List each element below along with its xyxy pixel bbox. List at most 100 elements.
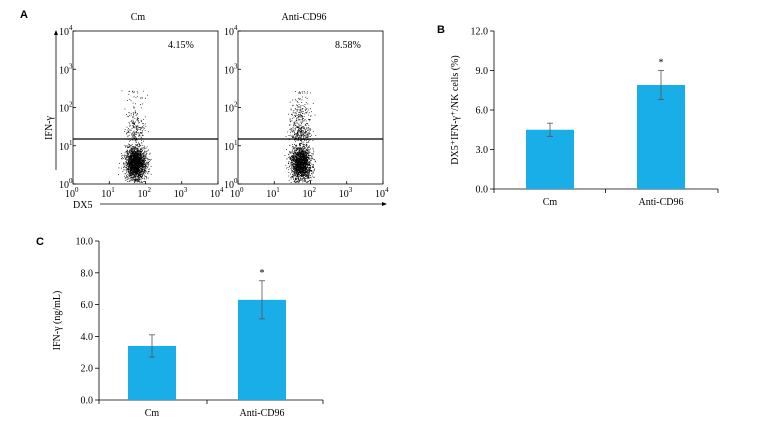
flow-event	[291, 157, 293, 158]
flow-event	[135, 178, 137, 180]
flow-event	[298, 162, 300, 164]
flow-event	[128, 178, 130, 180]
flow-event	[293, 116, 295, 118]
flow-event	[296, 165, 298, 167]
flow-event	[298, 158, 300, 160]
flow-event	[299, 154, 301, 156]
flow-event	[295, 171, 296, 173]
flow-event	[295, 125, 297, 127]
flow-event	[133, 132, 135, 134]
flow-event	[305, 157, 307, 159]
flow-event	[307, 134, 308, 136]
flow-event	[312, 131, 314, 133]
flow-event	[125, 162, 127, 164]
flow-event	[308, 139, 310, 141]
flow-event	[141, 174, 142, 175]
flow-event	[301, 155, 302, 157]
flow-event	[143, 164, 144, 166]
flow-event	[137, 165, 139, 166]
flow-event	[298, 106, 300, 108]
flow-event	[296, 135, 298, 137]
flow-event	[302, 108, 304, 109]
flow-event	[289, 138, 291, 140]
flow-event	[129, 152, 130, 154]
flow-event	[133, 179, 135, 180]
flow-event	[305, 156, 307, 158]
flow-event	[302, 181, 304, 183]
flow-event	[141, 172, 143, 174]
flow-event	[133, 146, 134, 147]
flow-event	[302, 105, 304, 106]
flow-event	[134, 165, 135, 167]
flow-event	[297, 169, 299, 170]
flow-event	[300, 171, 302, 172]
flow-event	[135, 150, 137, 152]
flow-event	[295, 91, 296, 92]
flow-event	[304, 137, 306, 139]
flow-event	[142, 168, 144, 170]
flow-event	[308, 167, 310, 169]
flow-event	[143, 161, 145, 163]
flow-event	[128, 165, 130, 166]
flow-event	[311, 134, 312, 136]
flow-ylabel: IFN-γ	[44, 115, 55, 139]
flow-event	[143, 167, 145, 169]
flow-event	[300, 158, 302, 159]
flow-event	[140, 174, 142, 176]
flow-event	[136, 169, 137, 171]
flow-event	[141, 176, 143, 177]
flow-event	[137, 118, 139, 119]
flow-event	[305, 129, 307, 130]
flow-event	[140, 177, 142, 178]
flow-event	[299, 119, 300, 120]
flow-event	[125, 145, 127, 147]
flow-event	[129, 99, 131, 100]
bar-c-significance-1: *	[260, 268, 265, 279]
flow-event	[142, 171, 143, 173]
flow-event	[311, 175, 313, 177]
flow-event	[143, 178, 145, 180]
flow-event	[142, 173, 143, 175]
flow-event	[141, 167, 143, 168]
flow-event	[137, 143, 139, 145]
bar-b-category-label-0: Cm	[543, 197, 558, 208]
flow-event	[135, 126, 137, 128]
flow-event	[133, 167, 135, 168]
flow-event	[134, 169, 135, 171]
flow-event	[310, 108, 311, 110]
flow-event	[298, 164, 299, 166]
flow-event	[295, 144, 297, 146]
flow-event	[307, 167, 309, 168]
flow-event	[301, 143, 302, 144]
flow-event	[308, 161, 310, 163]
flow-event	[299, 153, 300, 155]
flow-event	[136, 150, 138, 152]
flow-event	[132, 154, 134, 155]
flow-event	[128, 154, 130, 156]
flow-y-axis-label: IFN-γ	[44, 115, 55, 139]
flow-event	[299, 161, 300, 163]
flow-event	[141, 139, 142, 141]
flow-event	[136, 170, 138, 172]
flow-event	[306, 149, 308, 151]
flow-event	[138, 181, 140, 182]
flow-event	[306, 152, 307, 153]
flow-event	[298, 173, 300, 175]
flow-event	[132, 151, 134, 153]
bar-b-y-tick-label: 6.0	[476, 106, 489, 117]
flow-event	[129, 169, 131, 170]
flow-event	[148, 164, 150, 165]
flow-event	[130, 100, 132, 102]
flow-event	[299, 172, 301, 174]
flow-event	[146, 163, 148, 165]
flow-event	[126, 168, 128, 170]
flow-event	[295, 178, 297, 180]
flow-event	[299, 106, 301, 108]
flow-event	[308, 168, 310, 169]
flow-event	[303, 134, 304, 136]
flow-x-tick-exponent: 2	[148, 186, 152, 194]
flow-event	[137, 178, 138, 180]
flow-event	[304, 132, 305, 134]
flow-event	[306, 134, 307, 136]
flow-event	[137, 176, 139, 178]
